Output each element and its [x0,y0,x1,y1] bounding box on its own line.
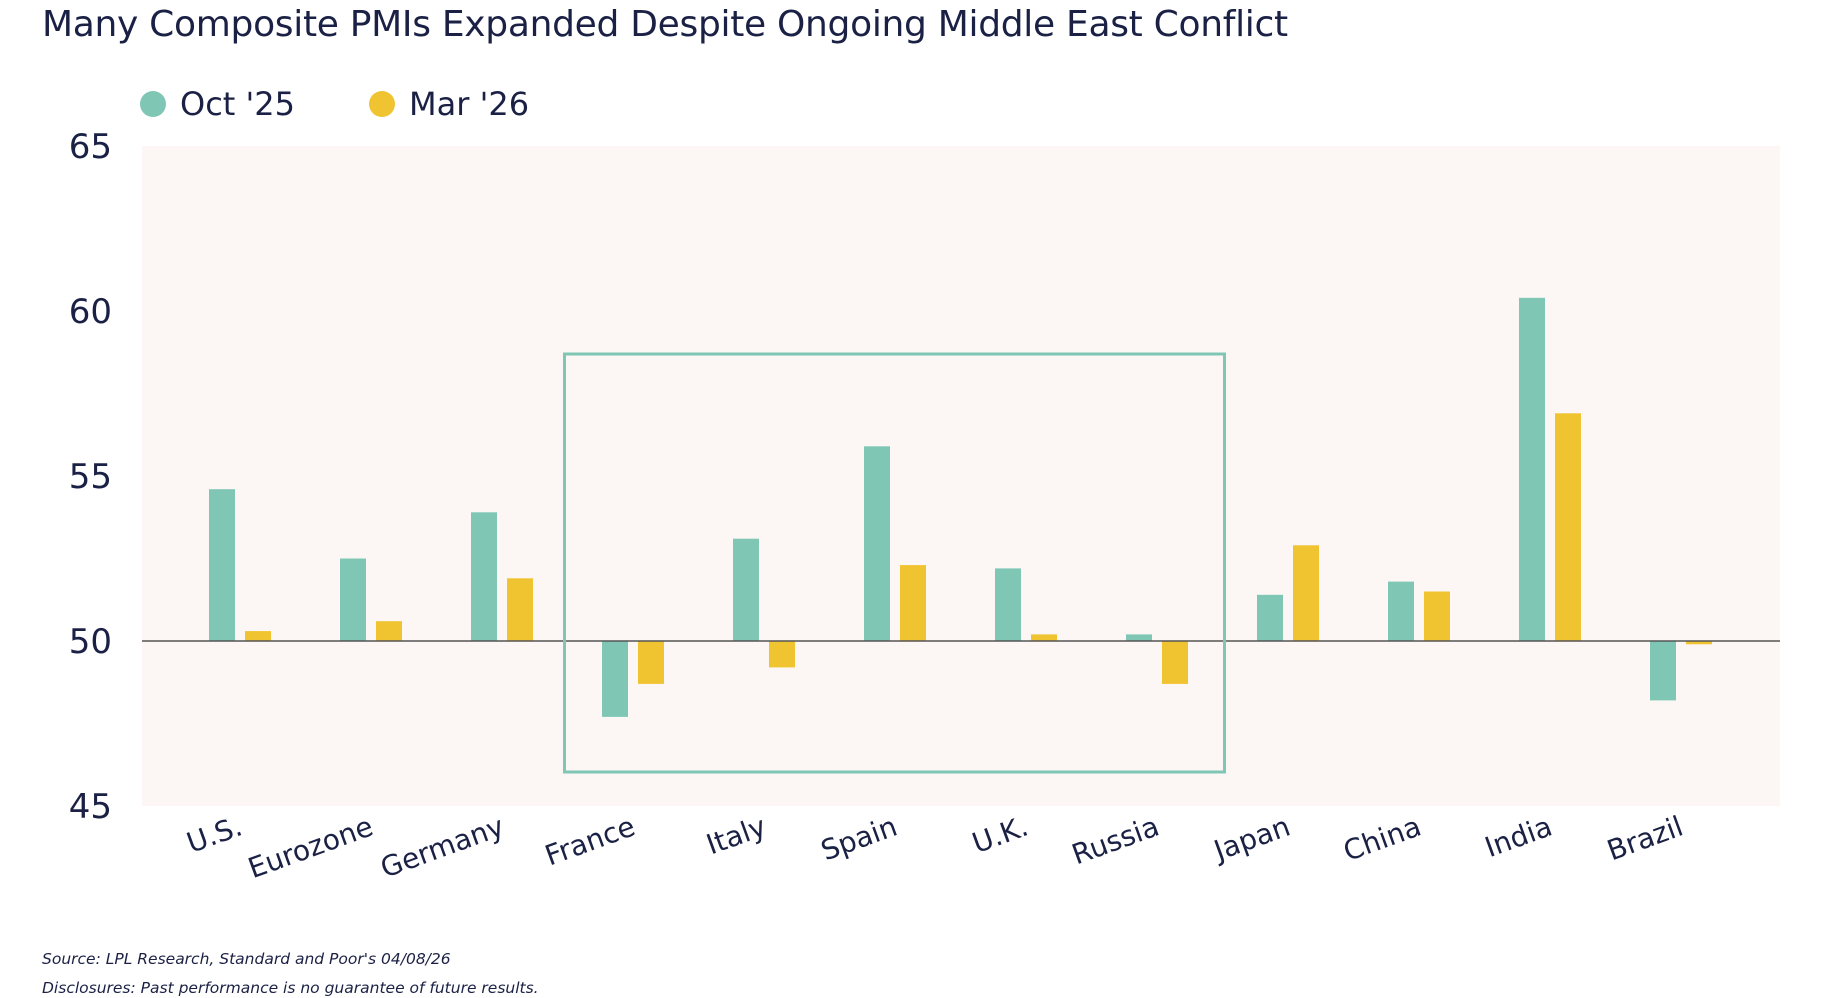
y-tick-label: 65 [69,127,112,167]
bar-germany-oct25 [471,512,497,641]
bar-japan-mar26 [1293,545,1319,641]
bars-group [209,297,1712,717]
bar-germany-mar26 [507,578,533,641]
x-tick-label: Italy [702,810,770,862]
y-tick-label: 45 [69,787,112,827]
bar-spain-oct25 [864,446,890,641]
plot-background [142,146,1780,806]
x-tick-label: U.K. [968,810,1033,860]
legend-item-oct25: Oct '25 [140,85,295,123]
x-tick-label: Japan [1208,810,1295,868]
x-tick-label: U.S. [182,810,246,860]
source-note: Source: LPL Research, Standard and Poor'… [42,950,451,968]
bar-us-mar26 [245,631,271,641]
bar-brazil-mar26 [1686,641,1712,645]
disclosure-note: Disclosures: Past performance is no guar… [42,979,539,997]
bar-eurozone-oct25 [340,558,366,641]
bar-india-oct25 [1519,297,1545,641]
x-tick-label: France [541,810,640,873]
bar-france-mar26 [638,641,664,684]
x-tick-label: China [1339,810,1425,868]
bar-france-oct25 [602,641,628,717]
x-tick-label: India [1481,810,1557,865]
bar-uk-mar26 [1031,634,1057,641]
y-tick-label: 60 [69,292,112,332]
x-tick-label: Eurozone [244,810,378,886]
x-tick-label: Spain [817,810,902,868]
y-tick-label: 55 [69,457,112,497]
highlight-box [563,352,1226,774]
bar-brazil-oct25 [1650,641,1676,701]
bar-uk-oct25 [995,568,1021,641]
bar-russia-mar26 [1162,641,1188,684]
legend-dot-mar26 [369,91,396,117]
bar-china-mar26 [1424,591,1450,641]
bar-japan-oct25 [1257,594,1283,641]
legend-label-oct25: Oct '25 [180,85,296,123]
chart-title: Many Composite PMIs Expanded Despite Ong… [42,4,1288,45]
y-axis: 45 50 55 60 65 [69,127,112,827]
legend: Oct '25 Mar '26 [140,85,603,123]
y-tick-label: 50 [69,622,112,662]
bar-india-mar26 [1555,413,1581,641]
x-tick-label: Germany [376,810,508,885]
x-tick-label: Russia [1067,810,1163,872]
bar-russia-oct25 [1126,634,1152,641]
x-tick-label: Brazil [1603,810,1688,868]
bar-eurozone-mar26 [376,621,402,641]
legend-label-mar26: Mar '26 [409,85,530,123]
bar-us-oct25 [209,489,235,641]
bar-italy-mar26 [769,641,795,668]
legend-item-mar26: Mar '26 [369,85,529,123]
legend-dot-oct25 [140,91,166,117]
bar-italy-oct25 [733,538,759,641]
bar-china-oct25 [1388,581,1414,641]
bar-spain-mar26 [900,565,926,641]
